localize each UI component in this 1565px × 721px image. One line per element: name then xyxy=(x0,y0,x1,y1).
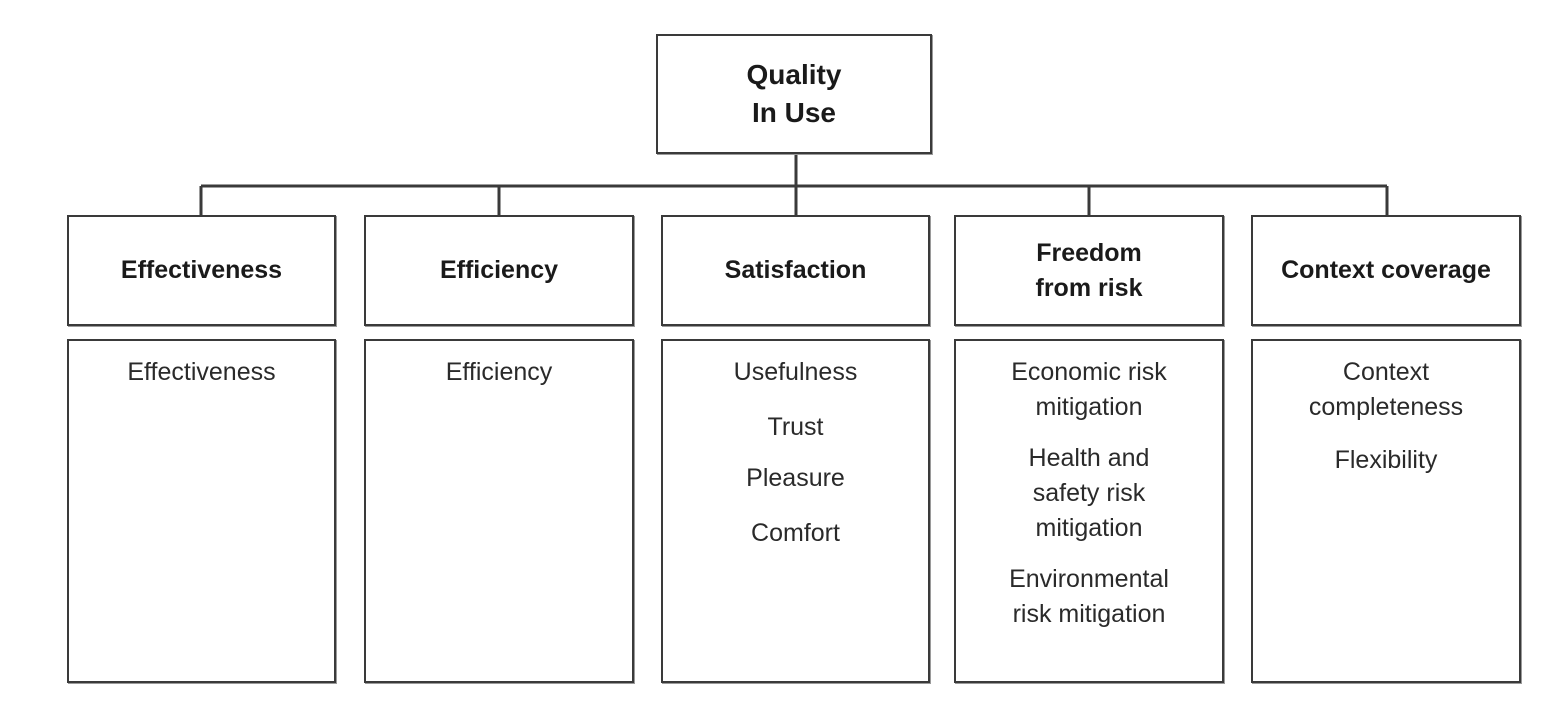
subcharacteristic-item: Environmental risk mitigation xyxy=(1009,565,1169,628)
subcharacteristic-item: Comfort xyxy=(751,519,840,547)
subcharacteristic-item: Economic risk mitigation xyxy=(1011,358,1167,421)
subcharacteristic-list-satisfaction: Usefulness Trust Pleasure Comfort xyxy=(661,339,930,683)
subcharacteristic-item: Efficiency xyxy=(445,358,553,386)
subcharacteristic-list-efficiency: Efficiency xyxy=(364,339,634,683)
characteristic-label: Efficiency xyxy=(439,256,559,284)
characteristic-header-efficiency: Efficiency xyxy=(364,215,634,326)
subcharacteristic-item: Flexibility xyxy=(1334,446,1438,474)
characteristic-header-satisfaction: Satisfaction xyxy=(661,215,930,326)
subcharacteristic-item: Trust xyxy=(767,413,824,441)
characteristic-label: Freedom from risk xyxy=(1035,238,1143,302)
characteristic-label: Satisfaction xyxy=(724,256,867,284)
characteristic-label: Effectiveness xyxy=(120,256,283,284)
root-title: Quality In Use xyxy=(746,59,842,128)
subcharacteristic-item: Pleasure xyxy=(746,464,845,492)
subcharacteristic-item: Effectiveness xyxy=(127,358,276,386)
subcharacteristic-list-context-coverage: Context completeness Flexibility xyxy=(1251,339,1521,683)
subcharacteristic-item: Context completeness xyxy=(1308,358,1464,421)
characteristic-header-context-coverage: Context coverage xyxy=(1251,215,1521,326)
characteristic-header-effectiveness: Effectiveness xyxy=(67,215,336,326)
root-node-quality-in-use: Quality In Use xyxy=(656,34,932,154)
subcharacteristic-list-freedom-from-risk: Economic risk mitigation Health and safe… xyxy=(954,339,1224,683)
characteristic-label: Context coverage xyxy=(1281,256,1491,284)
characteristic-header-freedom-from-risk: Freedom from risk xyxy=(954,215,1224,326)
subcharacteristic-item: Health and safety risk mitigation xyxy=(1028,444,1150,542)
subcharacteristic-item: Usefulness xyxy=(733,358,858,386)
subcharacteristic-list-effectiveness: Effectiveness xyxy=(67,339,336,683)
